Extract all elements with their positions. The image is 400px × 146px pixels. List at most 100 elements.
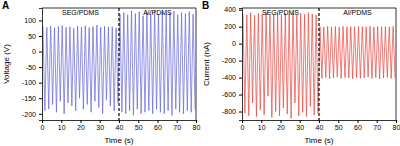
- x-tick-label: 20: [77, 124, 85, 131]
- x-axis-title: Time (s): [304, 136, 333, 145]
- y-tick: -100: [22, 79, 42, 86]
- y-tick-label: -600: [222, 91, 236, 98]
- y-tick: -800: [222, 108, 242, 115]
- x-tick: 60: [154, 120, 162, 131]
- x-axis: 0 10 20 30 40 50 60 70 80: [41, 120, 201, 131]
- y-tick-mark: [239, 44, 242, 45]
- x-tick-mark: [358, 120, 359, 123]
- y-tick-label: 0: [232, 40, 236, 47]
- x-tick-mark: [61, 120, 62, 123]
- y-tick-mark: [239, 95, 242, 96]
- x-tick: 80: [393, 120, 400, 131]
- panel-label: B: [202, 0, 209, 11]
- y-tick-mark: [39, 52, 42, 53]
- divider: [318, 8, 319, 120]
- x-tick: 10: [58, 120, 66, 131]
- y-tick: 0: [232, 40, 242, 47]
- y-tick-label: -800: [222, 108, 236, 115]
- y-tick-mark: [239, 61, 242, 62]
- y-tick: 200: [224, 23, 242, 30]
- divider: [118, 8, 119, 120]
- y-axis-line: [239, 9, 243, 121]
- plot-area: [243, 8, 395, 120]
- x-tick-mark: [196, 120, 197, 123]
- plot-area: [43, 8, 195, 120]
- x-tick: 70: [373, 120, 381, 131]
- y-tick-label: 0: [32, 48, 36, 55]
- y-tick: 400: [224, 6, 242, 13]
- x-tick-label: 0: [41, 124, 45, 131]
- y-axis-line: [39, 9, 43, 121]
- y-tick-label: 400: [224, 6, 236, 13]
- frame: [242, 8, 396, 120]
- x-tick-label: 50: [135, 124, 143, 131]
- y-tick-label: -150: [22, 95, 36, 102]
- x-tick-label: 10: [58, 124, 66, 131]
- x-tick: 80: [193, 120, 201, 131]
- y-tick: -200: [22, 111, 42, 118]
- x-axis-title: Time (s): [104, 136, 133, 145]
- x-tick-label: 70: [173, 124, 181, 131]
- x-tick-label: 40: [316, 124, 324, 131]
- y-tick-mark: [39, 20, 42, 21]
- x-tick: 40: [116, 120, 124, 131]
- y-tick: 50: [28, 33, 42, 40]
- x-tick-mark: [158, 120, 159, 123]
- annotation: Al/PDMS: [143, 9, 172, 16]
- x-tick-label: 20: [277, 124, 285, 131]
- x-tick: 0: [241, 120, 245, 131]
- x-tick: 60: [354, 120, 362, 131]
- x-tick: 10: [258, 120, 266, 131]
- x-tick-label: 10: [258, 124, 266, 131]
- x-tick-label: 50: [335, 124, 343, 131]
- y-tick-mark: [39, 67, 42, 68]
- y-tick-mark: [239, 78, 242, 79]
- y-axis-title: Current (nA): [202, 42, 211, 86]
- y-axis: -800 -600 -400 -200 0 200 400: [222, 6, 243, 120]
- x-tick-label: 30: [296, 124, 304, 131]
- x-tick: 20: [77, 120, 85, 131]
- x-tick-mark: [338, 120, 339, 123]
- x-tick: 20: [277, 120, 285, 131]
- x-tick: 70: [173, 120, 181, 131]
- panel: 0 10 20 30 40 50 60 70 80 -200 -150 -100 -50 0 50 100 Ti…: [2, 0, 200, 145]
- x-tick-label: 80: [193, 124, 201, 131]
- y-tick: -150: [22, 95, 42, 102]
- x-tick-mark: [261, 120, 262, 123]
- y-tick-label: -400: [222, 74, 236, 81]
- y-tick-mark: [39, 114, 42, 115]
- x-tick-mark: [119, 120, 120, 123]
- y-tick-mark: [39, 36, 42, 37]
- y-tick-mark: [239, 27, 242, 28]
- x-tick: 50: [135, 120, 143, 131]
- x-tick-label: 30: [96, 124, 104, 131]
- y-tick: 0: [32, 48, 42, 55]
- x-tick-label: 70: [373, 124, 381, 131]
- x-tick: 50: [335, 120, 343, 131]
- y-tick: -50: [26, 64, 42, 71]
- y-tick: 100: [24, 17, 42, 24]
- x-tick-mark: [377, 120, 378, 123]
- y-axis: -200 -150 -100 -50 0 50 100: [22, 9, 43, 121]
- x-tick-label: 80: [393, 124, 400, 131]
- x-tick: 40: [316, 120, 324, 131]
- x-tick-mark: [100, 120, 101, 123]
- x-tick-mark: [177, 120, 178, 123]
- y-tick-mark: [239, 10, 242, 11]
- x-tick-label: 60: [354, 124, 362, 131]
- x-tick-label: 60: [154, 124, 162, 131]
- y-tick-label: -100: [22, 79, 36, 86]
- x-tick: 0: [41, 120, 45, 131]
- y-tick-label: -200: [22, 111, 36, 118]
- panel-label: A: [2, 0, 9, 11]
- y-tick-label: 100: [24, 17, 36, 24]
- y-tick-label: -50: [26, 64, 36, 71]
- y-tick-label: 50: [28, 33, 36, 40]
- x-axis: 0 10 20 30 40 50 60 70 80: [241, 120, 400, 131]
- x-tick-mark: [81, 120, 82, 123]
- x-tick-mark: [319, 120, 320, 123]
- y-tick-label: -200: [222, 57, 236, 64]
- y-tick: -400: [222, 74, 242, 81]
- y-tick: -600: [222, 91, 242, 98]
- annotation: SEG/PDMS: [62, 9, 99, 16]
